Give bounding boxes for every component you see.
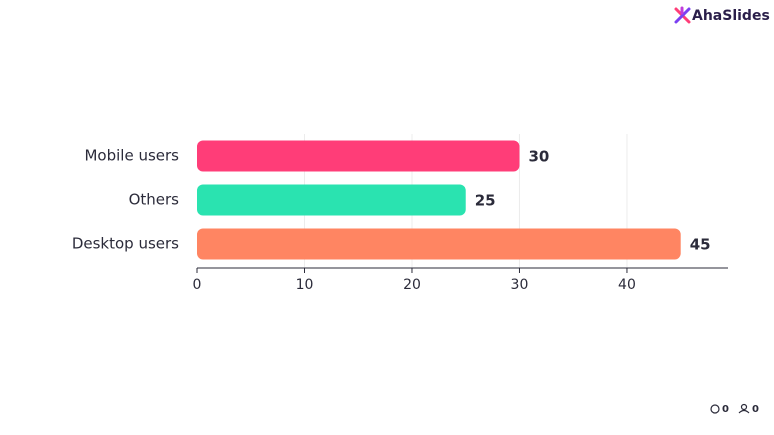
x-tick-label: 10 [296, 277, 314, 293]
x-tick-label: 0 [193, 277, 202, 293]
brand-name: AhaSlides [692, 8, 770, 24]
value-label: 30 [528, 148, 549, 166]
y-tick-label: Others [129, 191, 180, 209]
participant-count: 0 [752, 404, 759, 415]
bar [197, 184, 466, 216]
brand-icon [674, 6, 691, 24]
value-label: 45 [690, 236, 711, 254]
participant-icon [740, 403, 748, 411]
value-label: 25 [475, 192, 496, 210]
y-tick-label: Desktop users [72, 235, 179, 253]
footer: 0 0 [710, 403, 759, 415]
participant-icon-body [738, 409, 750, 414]
x-tick-label: 20 [403, 277, 421, 293]
x-tick-label: 30 [511, 277, 529, 293]
bar [197, 140, 520, 172]
y-tick-label: Mobile users [84, 147, 179, 165]
brand-logo: AhaSlides [674, 6, 770, 24]
comment-icon [710, 404, 720, 414]
comment-count: 0 [722, 404, 729, 415]
bar [197, 228, 681, 260]
x-tick-label: 40 [618, 277, 636, 293]
